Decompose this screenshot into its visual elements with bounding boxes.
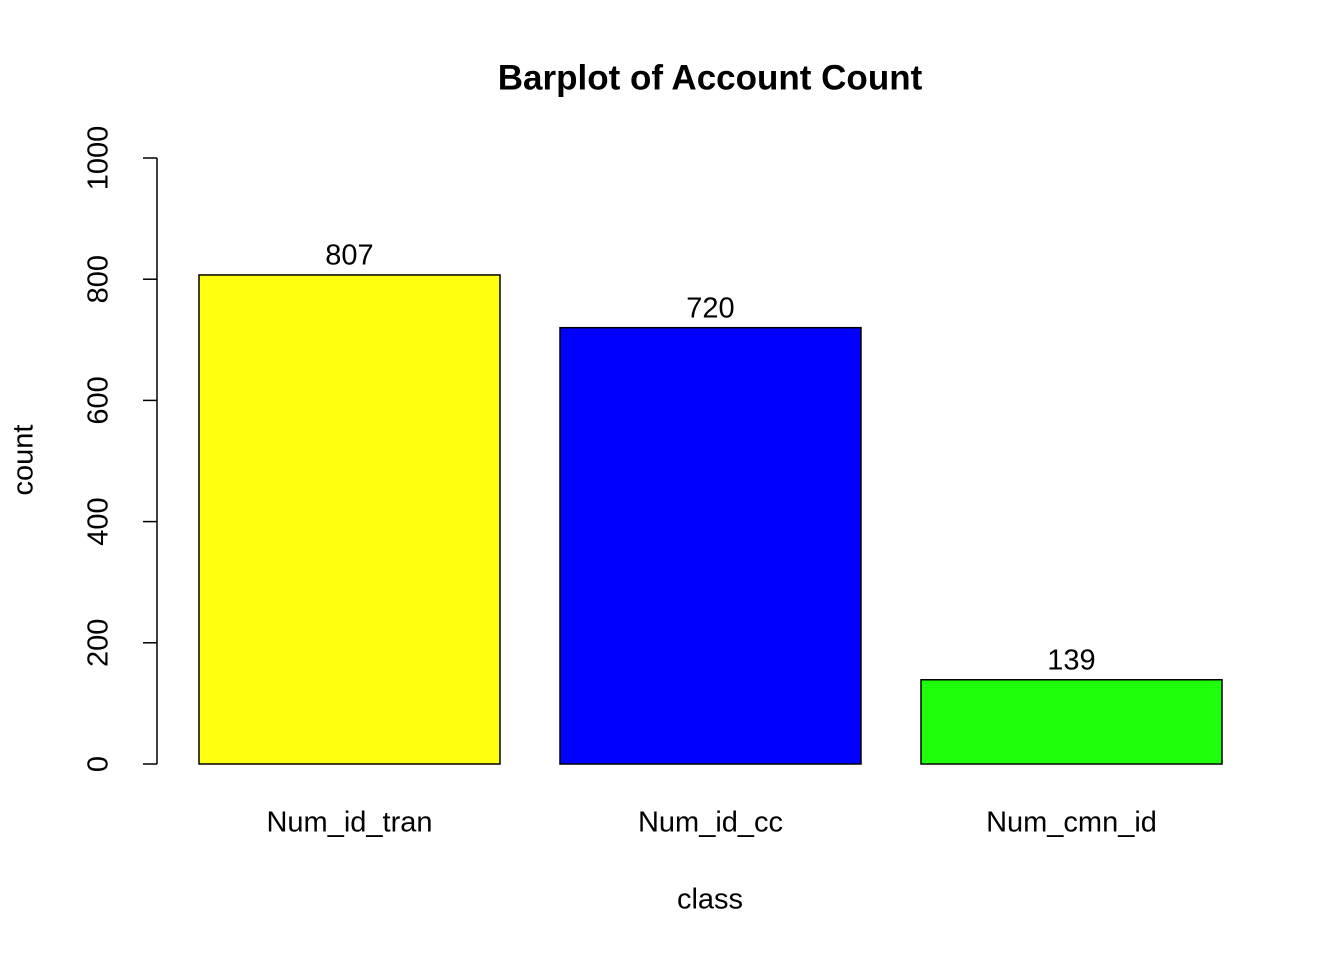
bar [559,326,862,765]
y-tick-label: 400 [83,497,115,545]
y-tick-label: 200 [83,619,115,667]
bar [920,679,1223,765]
value-label: 720 [686,292,734,324]
x-axis-label: class [677,884,743,916]
y-tick-label: 600 [83,376,115,424]
y-axis-label: count [8,425,40,496]
y-tick-label: 0 [83,756,115,772]
x-tick-label: Num_cmn_id [986,807,1157,839]
y-tick-label: 800 [83,255,115,303]
y-tick-label: 1000 [83,126,115,191]
value-label: 139 [1047,644,1095,676]
x-tick-label: Num_id_cc [638,807,783,839]
x-tick-label: Num_id_tran [266,807,432,839]
value-label: 807 [325,240,373,272]
chart-title: Barplot of Account Count [498,58,923,97]
bar [198,274,501,765]
